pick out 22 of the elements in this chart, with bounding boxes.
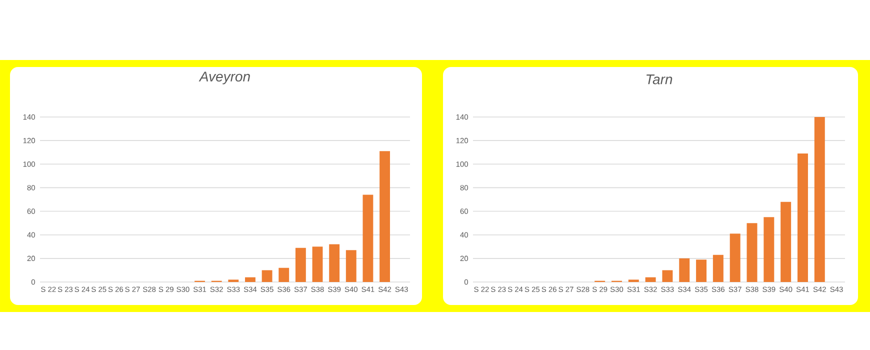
bar — [746, 223, 758, 282]
chart-title: Tarn — [646, 74, 672, 84]
bar — [278, 268, 290, 282]
bar — [295, 248, 306, 282]
bar — [245, 277, 256, 282]
bar — [262, 270, 272, 282]
bar — [346, 250, 356, 282]
bar — [380, 151, 390, 282]
bar — [814, 117, 825, 282]
bar — [764, 217, 774, 282]
bar — [329, 244, 340, 282]
bar — [696, 260, 707, 282]
bar — [712, 254, 724, 282]
bar — [362, 194, 374, 282]
bar — [797, 154, 808, 282]
bar — [662, 270, 673, 282]
bar — [730, 234, 740, 282]
bar — [645, 277, 656, 282]
chart-title: Aveyron — [198, 72, 250, 84]
bar — [312, 246, 323, 282]
bar — [780, 202, 792, 282]
bar — [679, 258, 690, 282]
